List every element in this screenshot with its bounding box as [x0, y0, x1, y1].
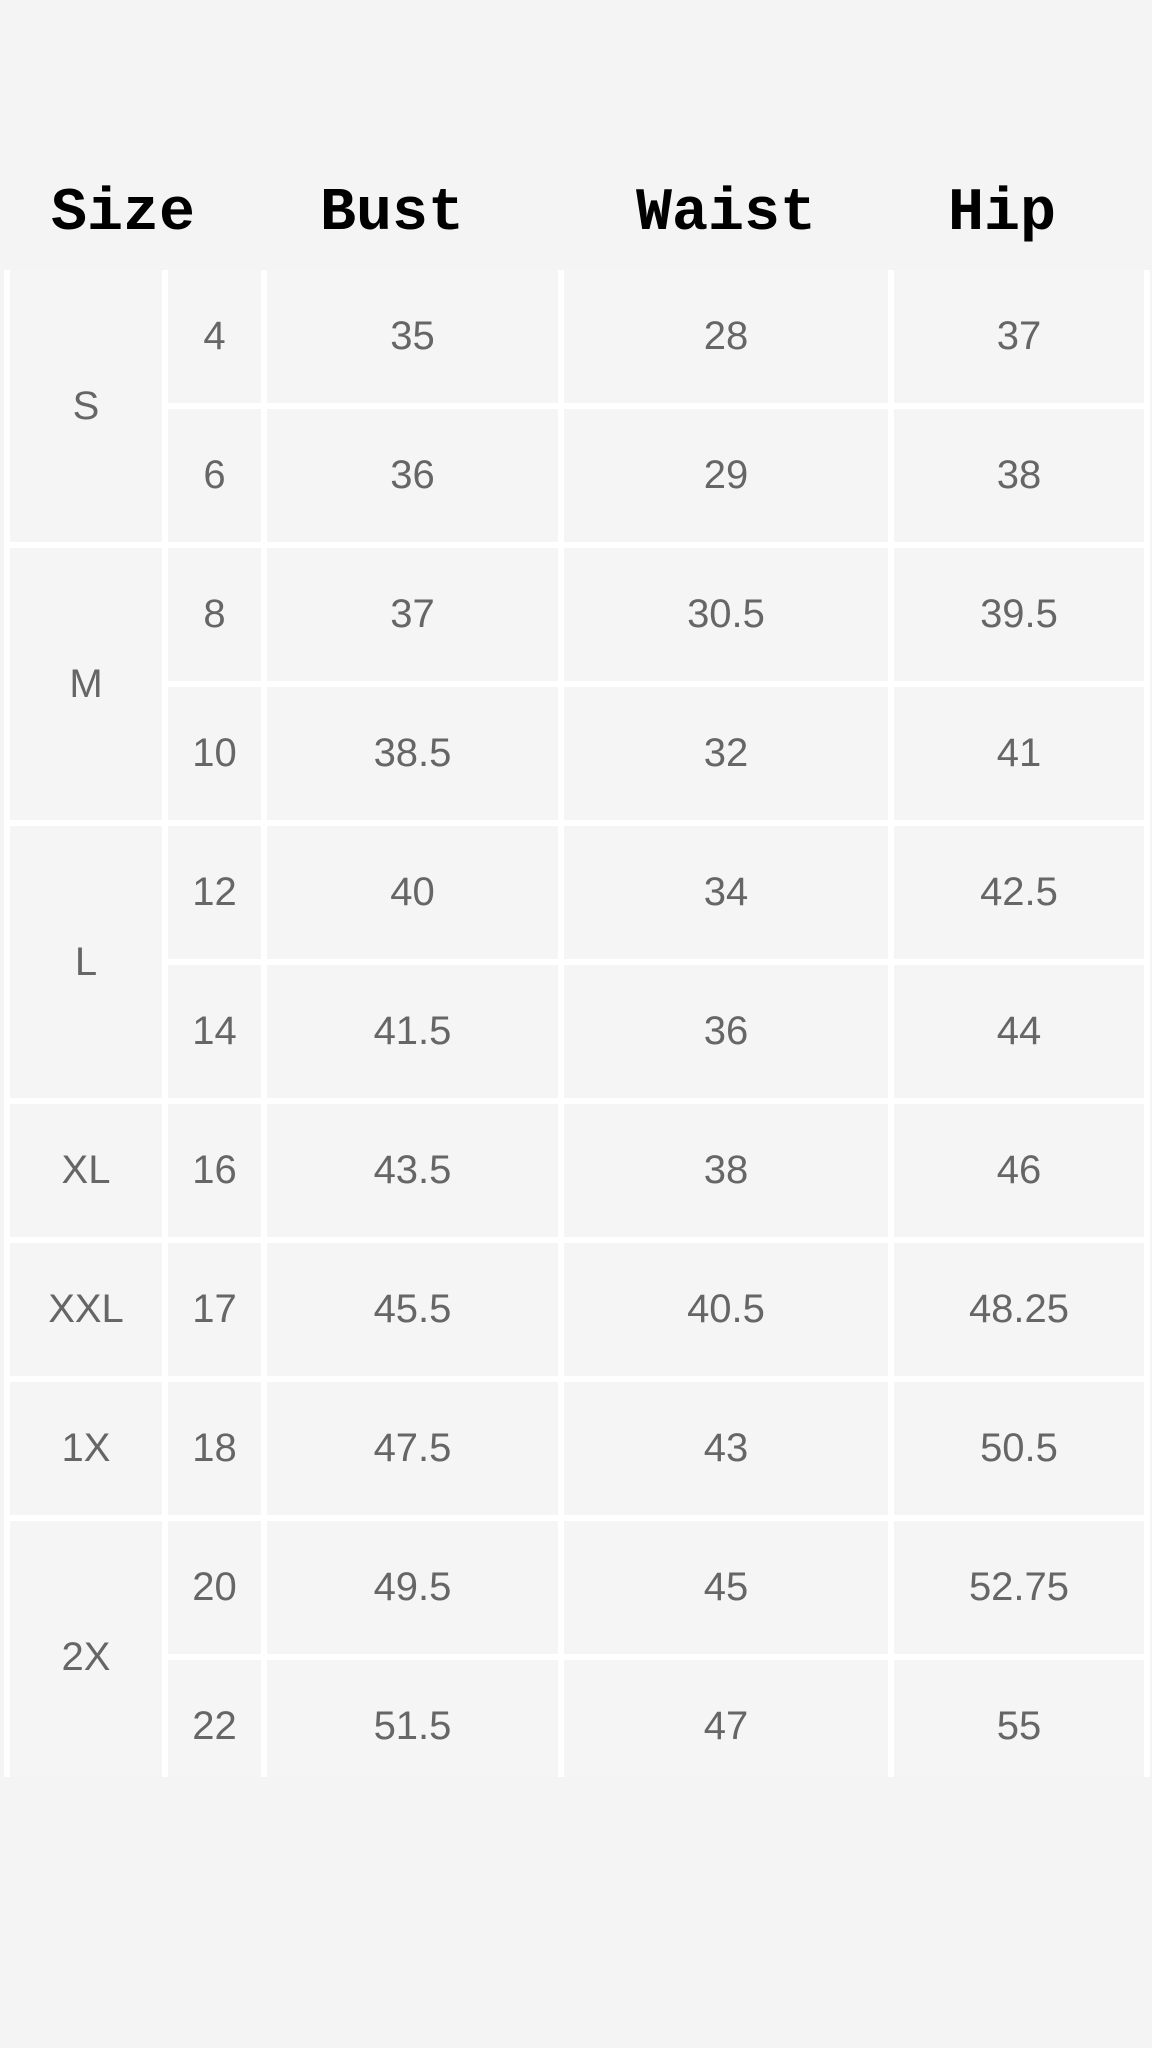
size-label-cell: 2X	[10, 1521, 162, 1777]
size-label-cell: 1X	[10, 1382, 162, 1515]
size-label-cell: L	[10, 826, 162, 1098]
bust-cell: 36	[267, 409, 558, 542]
waist-cell: 28	[564, 270, 888, 403]
bust-cell: 43.5	[267, 1104, 558, 1237]
waist-cell: 34	[564, 826, 888, 959]
hip-cell: 38	[894, 409, 1144, 542]
bust-cell: 49.5	[267, 1521, 558, 1654]
hip-cell: 44	[894, 965, 1144, 1098]
num-cell: 22	[168, 1660, 261, 1777]
bust-cell: 35	[267, 270, 558, 403]
waist-cell: 29	[564, 409, 888, 542]
waist-cell: 40.5	[564, 1243, 888, 1376]
hip-cell: 52.75	[894, 1521, 1144, 1654]
num-cell: 17	[168, 1243, 261, 1376]
hip-cell: 46	[894, 1104, 1144, 1237]
header-bust: Bust	[319, 180, 465, 248]
bust-cell: 41.5	[267, 965, 558, 1098]
size-label-cell: M	[10, 548, 162, 820]
waist-cell: 47	[564, 1660, 888, 1777]
num-cell: 18	[168, 1382, 261, 1515]
bust-cell: 38.5	[267, 687, 558, 820]
hip-cell: 42.5	[894, 826, 1144, 959]
hip-cell: 37	[894, 270, 1144, 403]
num-cell: 6	[168, 409, 261, 542]
waist-cell: 30.5	[564, 548, 888, 681]
waist-cell: 38	[564, 1104, 888, 1237]
bust-cell: 47.5	[267, 1382, 558, 1515]
waist-cell: 36	[564, 965, 888, 1098]
hip-cell: 39.5	[894, 548, 1144, 681]
waist-cell: 32	[564, 687, 888, 820]
hip-cell: 50.5	[894, 1382, 1144, 1515]
header-size: Size	[50, 180, 196, 248]
num-cell: 4	[168, 270, 261, 403]
bust-cell: 45.5	[267, 1243, 558, 1376]
size-chart-table: S 4 35 28 37 6 36 29 38 M 8 37 30.5 39.5 10 38.5 32 41 L 12…	[4, 270, 1150, 1777]
hip-cell: 41	[894, 687, 1144, 820]
bust-cell: 40	[267, 826, 558, 959]
bust-cell: 51.5	[267, 1660, 558, 1777]
num-cell: 10	[168, 687, 261, 820]
bust-cell: 37	[267, 548, 558, 681]
size-label-cell: XXL	[10, 1243, 162, 1376]
header-waist: Waist	[635, 180, 817, 248]
hip-cell: 55	[894, 1660, 1144, 1777]
num-cell: 16	[168, 1104, 261, 1237]
num-cell: 12	[168, 826, 261, 959]
num-cell: 20	[168, 1521, 261, 1654]
waist-cell: 45	[564, 1521, 888, 1654]
num-cell: 14	[168, 965, 261, 1098]
size-label-cell: XL	[10, 1104, 162, 1237]
waist-cell: 43	[564, 1382, 888, 1515]
num-cell: 8	[168, 548, 261, 681]
hip-cell: 48.25	[894, 1243, 1144, 1376]
header-hip: Hip	[947, 180, 1057, 248]
size-label-cell: S	[10, 270, 162, 542]
